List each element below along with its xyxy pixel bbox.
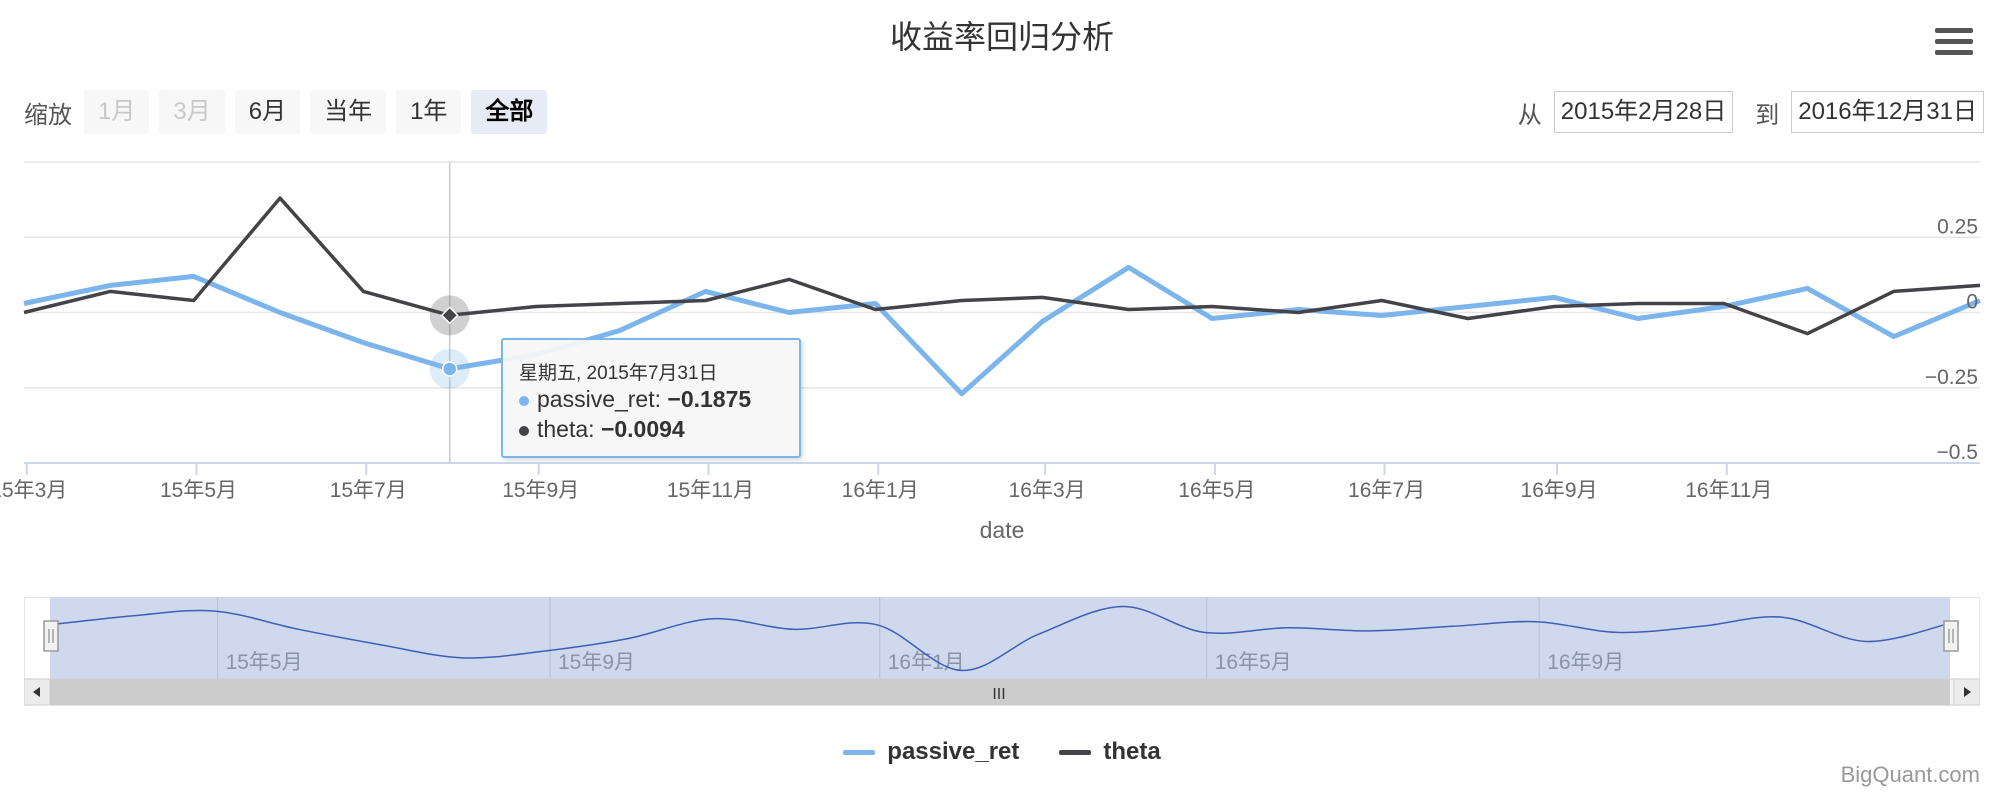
series-line-theta[interactable] <box>23 196 1981 336</box>
navigator-mask[interactable] <box>50 597 1950 679</box>
from-label: 从 <box>1517 101 1542 129</box>
legend-item-passive-ret[interactable]: passive_ret <box>843 738 1019 766</box>
range-button-1m[interactable]: 1月 <box>84 90 150 134</box>
hover-point-passive-ret <box>441 361 458 377</box>
navigator-tick-label: 15年5月 <box>226 651 303 674</box>
tooltip-row-theta: theta: −0.0094 <box>519 416 685 443</box>
scroll-left-arrow[interactable] <box>24 678 51 706</box>
navigator-tick-label: 16年1月 <box>888 651 965 674</box>
navigator-series <box>49 605 1951 672</box>
hover-markers <box>429 295 470 389</box>
tooltip-series-value: −0.0094 <box>600 416 685 442</box>
range-selector: 缩放 1月 3月 6月 当年 1年 全部 <box>24 90 557 134</box>
tooltip-header: 星期五, 2015年7月31日 <box>519 363 718 384</box>
tooltip-series-value: −0.1875 <box>667 386 752 412</box>
x-tick-label: 15年3月 <box>0 479 67 502</box>
x-tick-label: 15年7月 <box>330 479 407 502</box>
plot-area[interactable]: 0.25 0 −0.25 −0.5 15年3月 15年5月 15年7月 15年9月 15年11… <box>0 0 2004 560</box>
tooltip-row-passive-ret: passive_ret: −0.1875 <box>519 386 751 413</box>
tooltip-dot <box>519 425 529 436</box>
navigator-tick-label: 16年9月 <box>1547 651 1624 674</box>
tooltip-series-name: theta <box>537 416 589 442</box>
navigator-tick-label: 16年5月 <box>1215 651 1292 674</box>
legend-swatch-theta <box>1059 749 1092 755</box>
x-tick-label: 15年11月 <box>667 479 754 502</box>
legend-label: theta <box>1103 738 1161 765</box>
tooltip: 星期五, 2015年7月31日 passive_ret: −0.1875 the… <box>501 338 801 458</box>
y-tick-label: −0.5 <box>1937 441 1978 464</box>
navigator-handle-right[interactable] <box>1943 620 1959 652</box>
tooltip-dot <box>519 395 529 406</box>
x-tick-label: 15年5月 <box>160 479 237 502</box>
navigator-ticks: 15年5月 15年9月 16年1月 16年5月 16年9月 <box>217 597 1624 679</box>
range-button-all[interactable]: 全部 <box>471 90 548 134</box>
scrollbar-thumb[interactable] <box>50 679 1950 705</box>
x-axis-title: date <box>980 517 1025 543</box>
to-label: 到 <box>1755 101 1780 129</box>
export-menu-icon[interactable] <box>1935 28 1973 62</box>
grid-lines <box>24 161 1980 464</box>
from-date-input[interactable]: 2015年2月28日 <box>1553 91 1734 133</box>
legend-swatch-passive-ret <box>843 749 876 755</box>
range-button-ytd[interactable]: 当年 <box>310 90 387 134</box>
legend-label: passive_ret <box>887 738 1020 765</box>
hover-point-theta <box>440 306 459 325</box>
navigator-tick-label: 15年9月 <box>558 651 635 674</box>
to-date-input[interactable]: 2016年12月31日 <box>1791 91 1984 133</box>
series-line-passive-ret[interactable] <box>23 264 1981 397</box>
x-axis-ticks: 15年3月 15年5月 15年7月 15年9月 15年11月 16年1月 16年3月 16年5… <box>0 463 1772 502</box>
chart-title: 收益率回归分析 <box>889 19 1114 55</box>
range-button-3m[interactable]: 3月 <box>159 90 225 134</box>
legend-item-theta[interactable]: theta <box>1059 738 1161 766</box>
range-button-1y[interactable]: 1年 <box>396 90 462 134</box>
navigator-handle-left[interactable] <box>43 620 59 652</box>
x-tick-label: 16年9月 <box>1521 479 1598 502</box>
scrollbar-grip: III <box>992 686 1005 703</box>
navigator[interactable]: 15年5月 15年9月 16年1月 16年5月 16年9月 III <box>24 597 1980 707</box>
legend: passive_ret theta <box>0 738 2004 766</box>
zoom-label: 缩放 <box>24 101 72 129</box>
x-tick-label: 15年9月 <box>502 479 579 502</box>
x-tick-label: 16年7月 <box>1348 479 1425 502</box>
y-tick-label: −0.25 <box>1925 366 1978 389</box>
x-tick-label: 16年5月 <box>1178 479 1255 502</box>
scroll-right-arrow[interactable] <box>1953 678 1980 706</box>
x-tick-label: 16年1月 <box>842 479 919 502</box>
y-axis-ticks: 0.25 0 −0.25 −0.5 <box>1925 215 1978 464</box>
series-group <box>23 196 1981 397</box>
x-tick-label: 16年3月 <box>1009 479 1086 502</box>
y-tick-label: 0.25 <box>1937 215 1978 238</box>
date-range-inputs: 从 2015年2月28日 到 2016年12月31日 <box>1518 90 1984 134</box>
y-tick-label: 0 <box>1966 291 1978 314</box>
tooltip-series-name: passive_ret <box>537 386 655 412</box>
range-button-6m[interactable]: 6月 <box>234 90 301 134</box>
navigator-svg[interactable]: 15年5月 15年9月 16年1月 16年5月 16年9月 III <box>24 597 1980 707</box>
credits-link[interactable]: BigQuant.com <box>1840 762 1980 787</box>
x-tick-label: 16年11月 <box>1685 479 1772 502</box>
